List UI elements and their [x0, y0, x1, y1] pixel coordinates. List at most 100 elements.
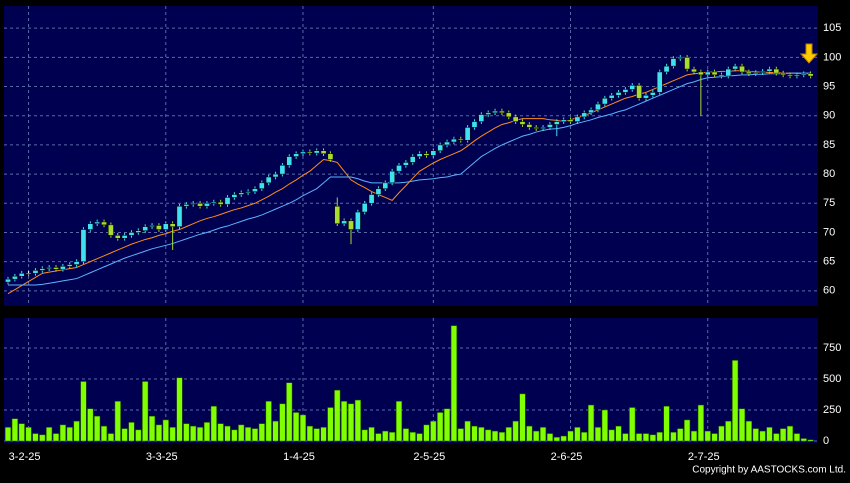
candle-body — [327, 153, 334, 160]
candle-body — [320, 150, 327, 154]
volume-bar — [690, 430, 698, 442]
volume-bar — [251, 428, 259, 442]
y-tick-label: 250 — [823, 404, 841, 416]
candle-body — [313, 150, 320, 154]
volume-bar — [375, 433, 382, 442]
volume-bar — [176, 377, 183, 442]
candle-body — [416, 153, 423, 157]
candle-body — [60, 266, 66, 270]
volume-bar — [519, 393, 526, 442]
y-tick-label: 85 — [823, 139, 835, 151]
candle-body — [409, 156, 416, 163]
volume-bar — [711, 433, 718, 442]
candle-body — [114, 235, 121, 239]
volume-bar — [766, 427, 773, 442]
candle-body — [396, 165, 402, 172]
volume-bar — [738, 408, 746, 442]
y-tick-label: 105 — [823, 22, 841, 34]
candle-body — [348, 220, 354, 230]
volume-bar — [299, 414, 307, 442]
volume-bar — [286, 382, 293, 442]
candle-body — [66, 264, 73, 267]
volume-bar — [341, 401, 348, 442]
volume-bar — [553, 437, 560, 442]
volume-bar — [732, 360, 739, 442]
volume-bar — [581, 432, 588, 442]
volume-bar — [546, 433, 553, 442]
candle-body — [32, 270, 39, 274]
volume-bar — [471, 425, 478, 442]
candle-body — [169, 223, 176, 227]
volume-bar — [443, 408, 451, 442]
candle-body — [279, 165, 286, 175]
volume-bar — [293, 412, 300, 442]
candle-body — [560, 119, 567, 122]
candle-body — [485, 112, 492, 115]
volume-bar — [567, 430, 574, 442]
y-tick-label: 0 — [823, 435, 829, 447]
candle-body — [423, 153, 430, 156]
y-tick-label: 100 — [823, 51, 841, 63]
volume-bar — [588, 404, 595, 442]
candle-body — [691, 68, 697, 73]
volume-bar — [402, 428, 409, 442]
x-tick-label: 1-4-25 — [283, 451, 315, 463]
volume-bar — [334, 389, 341, 442]
volume-bar — [457, 428, 464, 442]
volume-bar — [629, 407, 636, 442]
volume-bar — [183, 423, 190, 442]
volume-bar — [780, 428, 787, 442]
candle-body — [505, 112, 512, 118]
candle-body — [245, 191, 251, 194]
y-tick-label: 750 — [823, 342, 841, 354]
candle-body — [711, 71, 718, 76]
volume-bar — [663, 406, 670, 442]
volume-bar — [190, 425, 197, 442]
volume-bar — [169, 427, 176, 442]
volume-bar — [636, 433, 643, 442]
candle-body — [403, 162, 409, 166]
candle-body — [752, 72, 759, 74]
candle-body — [162, 223, 169, 230]
candle-body — [368, 194, 375, 204]
volume-bar — [107, 433, 114, 442]
volume-bar — [128, 422, 135, 442]
candle-body — [540, 127, 546, 129]
candle-body — [499, 110, 505, 114]
candle-body — [574, 116, 581, 122]
volume-bar — [416, 433, 423, 442]
candle-body — [12, 275, 18, 280]
candle-body — [526, 124, 533, 128]
candle-body — [108, 224, 114, 236]
candle-body — [224, 197, 231, 205]
candle-body — [101, 221, 107, 226]
volume-bar — [773, 433, 780, 442]
volume-bar — [258, 423, 265, 442]
candle-body — [471, 121, 478, 128]
x-tick-label: 2-5-25 — [413, 451, 445, 463]
volume-bar — [560, 435, 567, 442]
volume-bar — [135, 429, 142, 442]
candle-body — [622, 89, 629, 93]
price-panel — [4, 6, 818, 306]
volume-bar — [725, 420, 732, 442]
volume-bar — [704, 430, 711, 442]
candle-body — [306, 151, 313, 154]
volume-bar — [540, 427, 547, 442]
candle-body — [128, 232, 135, 236]
candle-body — [704, 71, 711, 76]
y-tick-label: 80 — [823, 168, 835, 180]
volume-bar — [231, 429, 238, 442]
volume-bar — [574, 427, 581, 442]
candle-body — [231, 194, 238, 198]
y-tick-label: 90 — [823, 110, 835, 122]
volume-bar — [684, 419, 691, 442]
candle-body — [142, 226, 149, 231]
volume-bar — [745, 420, 752, 442]
candle-body — [718, 74, 725, 77]
volume-bar — [32, 433, 39, 442]
candle-body — [533, 127, 540, 129]
candle-body — [361, 203, 368, 213]
volume-bar — [697, 404, 704, 442]
